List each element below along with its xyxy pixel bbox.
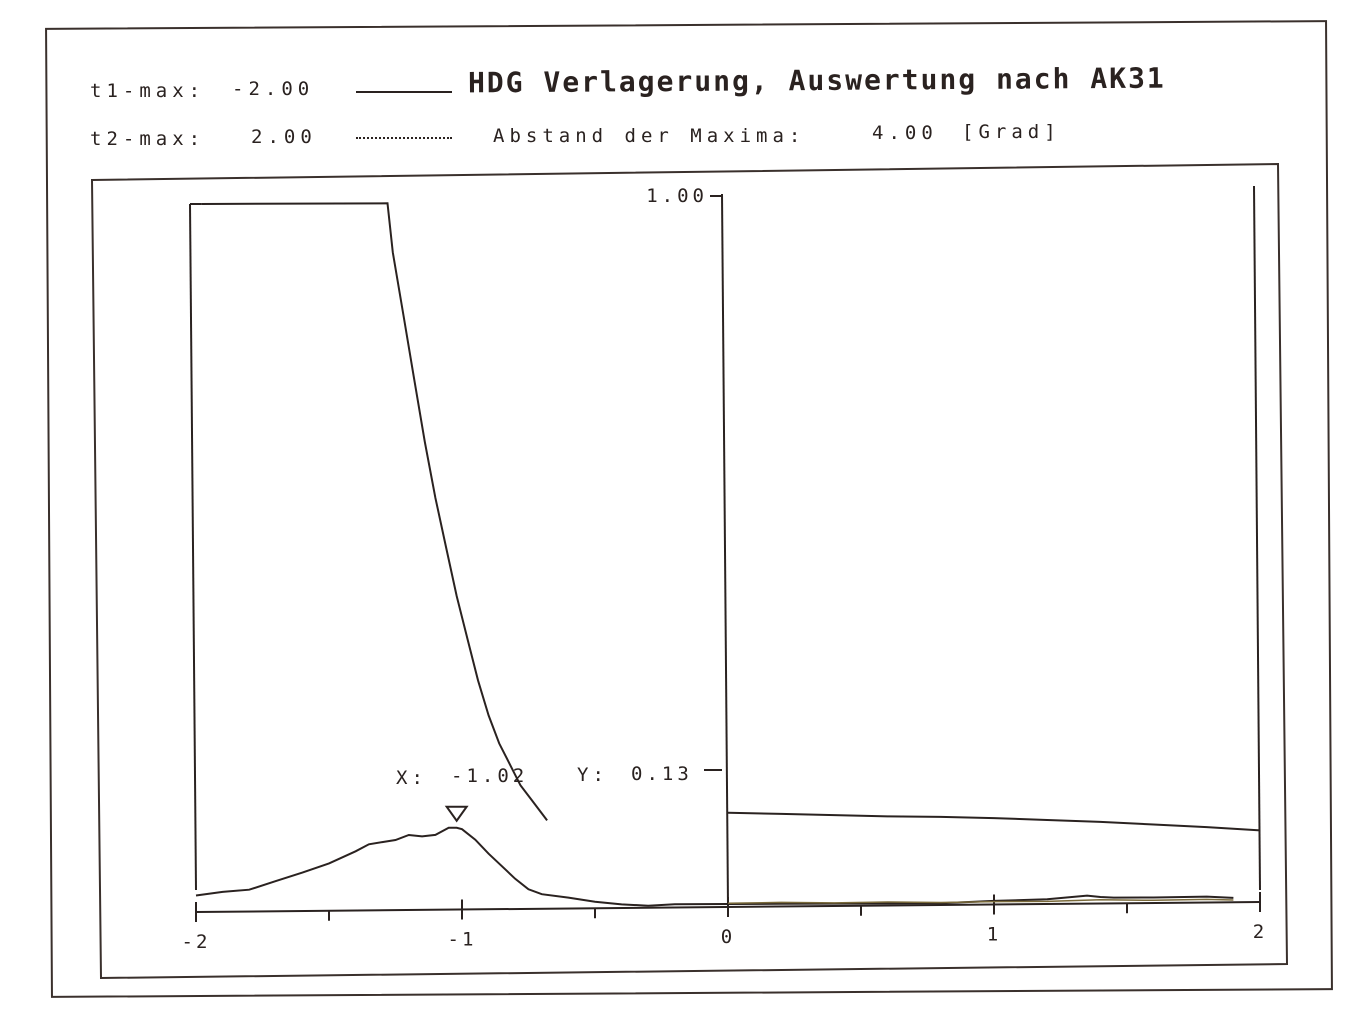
y-tick-label: 1.00 (646, 185, 708, 207)
cursor-x-value: -1.02 (451, 765, 528, 787)
x-tick-label: 2 (1253, 921, 1267, 943)
inner-frame (90, 162, 1289, 980)
right-vertical-line (1253, 185, 1261, 891)
legend-dotted-line (356, 137, 452, 139)
y-axis-line (721, 193, 729, 907)
cursor-x-label: X: (396, 767, 427, 789)
distance-unit: [Grad] (962, 121, 1061, 143)
series-verlagerung-line (195, 826, 1234, 907)
t2-label: t2-max: (90, 128, 206, 150)
cursor-marker-icon (444, 805, 469, 823)
x-tick-label: -1 (448, 929, 477, 951)
x-tick-label: 0 (721, 926, 735, 948)
x-tick-label: 1 (987, 924, 1001, 946)
x-tick-label: -2 (182, 931, 211, 953)
legend-solid-line (356, 91, 452, 93)
t2-value: 2.00 (251, 126, 317, 148)
t1-value: -2.00 (232, 78, 315, 100)
cursor-y-label: Y: (577, 764, 608, 786)
left-vertical-line (189, 203, 197, 891)
cursor-y-value: 0.13 (631, 763, 693, 785)
t1-label: t1-max: (90, 80, 206, 102)
series-t1-line (201, 202, 548, 822)
distance-label: Abstand der Maxima: (493, 125, 806, 147)
chart-layer: -2 -1 0 1 2 1.00 X: -1.02 Y: 0.13 (182, 185, 1267, 953)
series-t2-line (727, 811, 1261, 832)
distance-value: 4.00 (872, 122, 938, 144)
series-verlagerung-right-line (727, 898, 1234, 905)
